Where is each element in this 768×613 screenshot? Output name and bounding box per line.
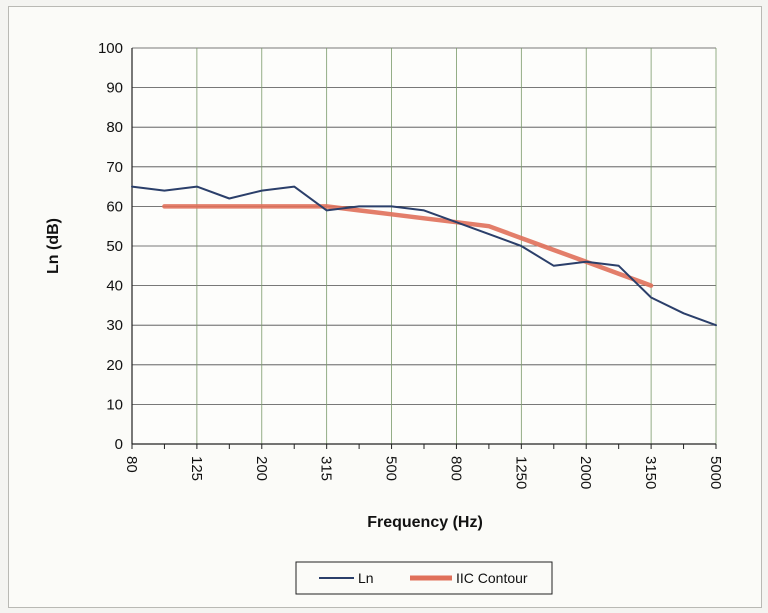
- y-tick-label: 60: [106, 198, 123, 215]
- x-tick-label: 800: [447, 456, 464, 481]
- x-tick-label: 500: [383, 456, 400, 481]
- y-tick-label: 50: [106, 238, 123, 255]
- y-tick-label: 20: [106, 357, 123, 374]
- y-tick-label: 0: [115, 436, 123, 453]
- x-tick-label: 3150: [642, 456, 659, 489]
- legend-label-iic: IIC Contour: [456, 570, 528, 586]
- y-axis-title: Ln (dB): [45, 218, 62, 274]
- grid-lines: [131, 47, 717, 449]
- y-tick-label: 70: [106, 159, 123, 176]
- x-tick-label: 315: [318, 456, 335, 481]
- y-tick-label: 80: [106, 119, 123, 136]
- y-tick-label: 40: [106, 278, 123, 295]
- x-tick-labels: 80 125 200 315 500 800 1250 2000 3150 5000: [123, 456, 724, 489]
- x-tick-label: 1250: [512, 456, 529, 489]
- x-tick-label: 125: [188, 456, 205, 481]
- x-tick-label: 80: [123, 456, 140, 473]
- y-tick-labels: 0 10 20 30 40 50 60 70 80 90 100: [98, 40, 123, 453]
- series-line-iic-contour: [162, 204, 654, 288]
- y-tick-label: 100: [98, 40, 123, 57]
- series-line-ln: [131, 185, 717, 327]
- y-tick-label: 30: [106, 317, 123, 334]
- legend: Ln IIC Contour: [295, 561, 553, 595]
- x-axis-title: Frequency (Hz): [367, 514, 483, 531]
- x-tick-label: 5000: [707, 456, 724, 489]
- series-lines: [131, 185, 717, 327]
- y-tick-label: 10: [106, 396, 123, 413]
- legend-label-ln: Ln: [358, 570, 374, 586]
- x-tick-label: 200: [253, 456, 270, 481]
- y-tick-label: 90: [106, 80, 123, 97]
- x-tick-label: 2000: [577, 456, 594, 489]
